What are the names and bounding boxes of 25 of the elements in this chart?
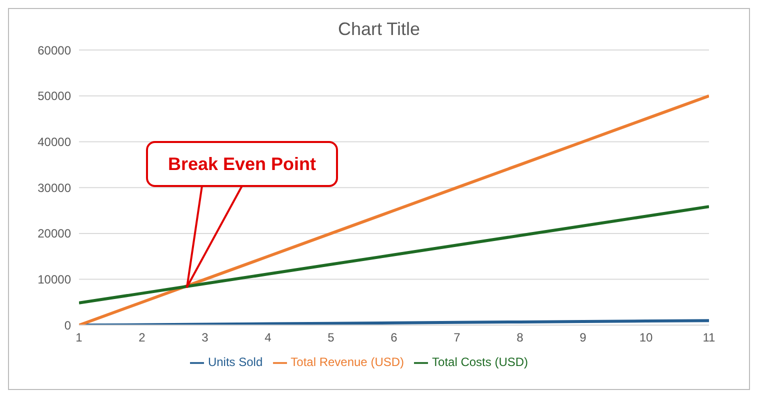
- annotation: Break Even Point: [168, 154, 316, 174]
- line-series: [79, 94, 709, 326]
- x-tick-label: 1: [76, 330, 83, 345]
- x-tick-label: 10: [639, 330, 653, 345]
- y-tick-label: 0: [64, 318, 72, 332]
- y-tick-label: 40000: [38, 134, 72, 149]
- x-tick-label: 11: [702, 330, 716, 345]
- y-tick-label: 10000: [38, 272, 72, 287]
- chart-title: Chart Title: [336, 19, 422, 40]
- x-tick-label: 9: [580, 330, 587, 345]
- y-tick-label: 60000: [38, 43, 72, 58]
- y-tick-label: 20000: [38, 226, 72, 241]
- x-tick-label: 2: [138, 330, 146, 345]
- x-tick-label: 8: [516, 330, 524, 345]
- y-tick-label: 30000: [38, 180, 72, 195]
- legend-label: Units Sold: [208, 355, 263, 370]
- x-tick-label: 6: [390, 330, 398, 345]
- x-tick-label: 7: [454, 330, 461, 345]
- legend-label: Total Revenue (USD): [290, 355, 404, 370]
- line-series: [79, 205, 709, 304]
- x-tick-label: 5: [328, 330, 335, 345]
- x-tick-label: 3: [202, 330, 209, 345]
- y-tick-label: 50000: [38, 89, 72, 104]
- legend-label: Total Costs (USD): [432, 355, 528, 370]
- x-tick-label: 4: [264, 330, 272, 345]
